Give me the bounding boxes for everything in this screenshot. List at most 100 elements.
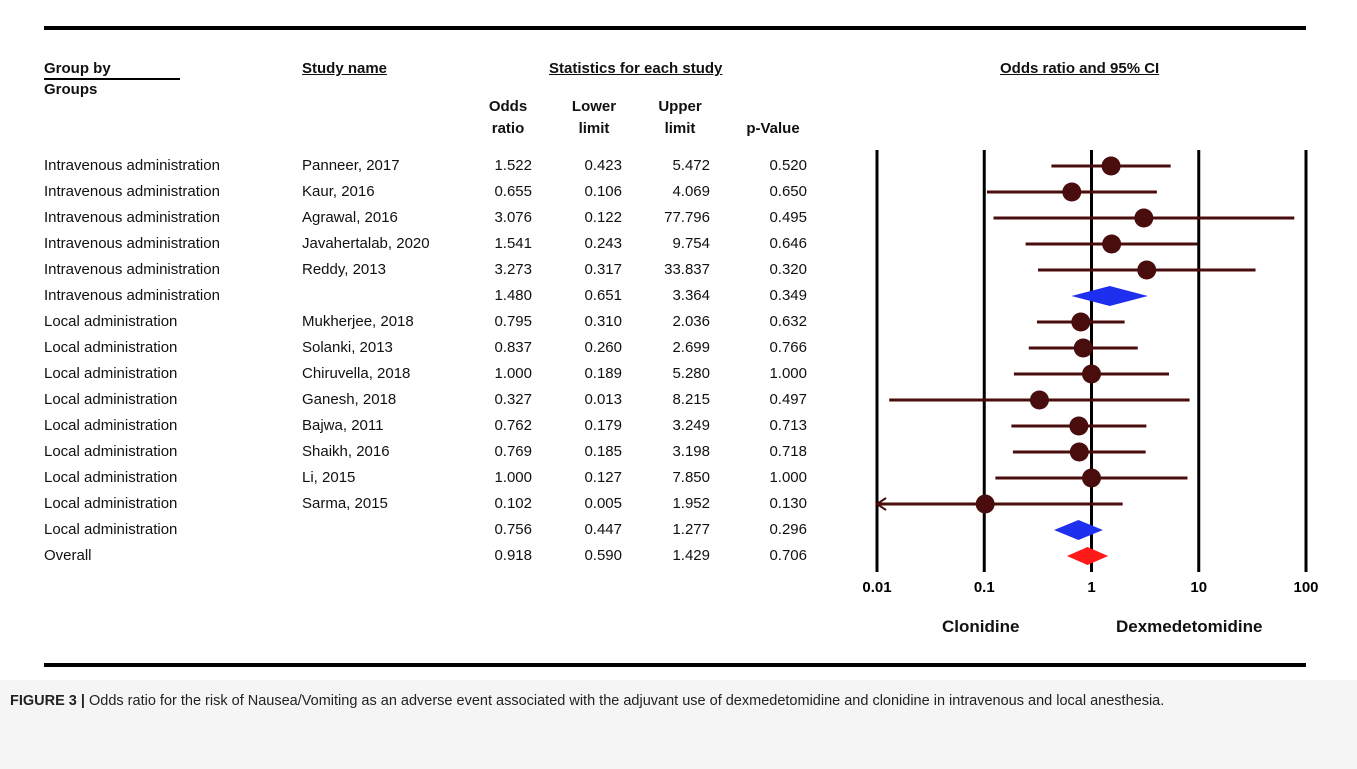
upper-limit-cell: 2.699 (672, 339, 710, 356)
group-cell: Local administration (44, 365, 178, 382)
lower-limit-cell: 0.185 (584, 443, 622, 460)
ci-arrow (875, 497, 887, 511)
table-row: Local administration Chiruvella, 2018 1.00… (0, 361, 840, 387)
p-value-cell: 1.000 (769, 365, 807, 382)
study-point (1134, 208, 1154, 228)
table-row: Intravenous administration Reddy, 2013 3.2… (0, 257, 840, 283)
odds-ratio-cell: 1.000 (494, 469, 532, 486)
table-row: Local administration Sarma, 2015 0.102 0.00… (0, 491, 840, 517)
p-value-cell: 0.713 (769, 417, 807, 434)
group-cell: Local administration (44, 391, 178, 408)
odds-ratio-cell: 0.756 (494, 521, 532, 538)
table-row: Local administration Ganesh, 2018 0.327 0.0… (0, 387, 840, 413)
study-point (1082, 364, 1101, 384)
groups-header: Groups (44, 81, 98, 98)
group-cell: Intravenous administration (44, 235, 220, 252)
table-row: Intravenous administration Javahertalab, … (0, 231, 840, 257)
study-cell: Li, 2015 (302, 469, 356, 486)
upper-limit-cell: 9.754 (672, 235, 710, 252)
study-cell: Reddy, 2013 (302, 261, 386, 278)
table-row: Intravenous administration Panneer, 2017 1… (0, 153, 840, 179)
study-cell: Chiruvella, 2018 (302, 365, 411, 382)
upper-limit-cell: 1.952 (672, 495, 710, 512)
lower-limit-cell: 0.013 (584, 391, 622, 408)
lower-limit-cell: 0.317 (584, 261, 622, 278)
group-cell: Intravenous administration (44, 209, 220, 226)
study-point (1069, 442, 1089, 462)
study-cell: Shaikh, 2016 (302, 443, 390, 460)
lower-limit-cell: 0.179 (584, 417, 622, 434)
x-tick-label: 10 (1190, 579, 1207, 596)
lower-limit-cell: 0.310 (584, 313, 622, 330)
study-cell: Sarma, 2015 (302, 495, 388, 512)
upper-limit-cell: 7.850 (672, 469, 710, 486)
odds-ratio-cell: 3.273 (494, 261, 532, 278)
col-header-upper-limit: Upper limit (658, 98, 702, 137)
p-value-cell: 0.296 (769, 521, 807, 538)
p-value-cell: 0.320 (769, 261, 807, 278)
col-header-lower-limit: Lower limit (571, 98, 617, 137)
odds-ratio-cell: 0.795 (494, 313, 532, 330)
table-row: Local administration Shaikh, 2016 0.769 0.1… (0, 439, 840, 465)
col-header-p-value: p-Value (746, 120, 800, 137)
odds-ratio-cell: 0.762 (494, 417, 532, 434)
lower-limit-cell: 0.260 (584, 339, 622, 356)
plot-header: Odds ratio and 95% CI (1000, 60, 1160, 77)
study-cell: Kaur, 2016 (302, 183, 375, 200)
col-header-odds-ratio: Odds ratio (488, 98, 528, 137)
overall-diamond (1066, 547, 1109, 565)
upper-limit-cell: 3.249 (672, 417, 710, 434)
caption-label: FIGURE 3 | (10, 693, 85, 709)
group-cell: Intravenous administration (44, 183, 220, 200)
group-cell: Local administration (44, 417, 178, 434)
upper-limit-cell: 3.364 (672, 287, 710, 304)
caption-text: FIGURE 3 | Odds ratio for the risk of Na… (10, 690, 1310, 712)
p-value-cell: 0.497 (769, 391, 807, 408)
lower-limit-cell: 0.189 (584, 365, 622, 382)
odds-ratio-cell: 3.076 (494, 209, 532, 226)
lower-limit-cell: 0.127 (584, 469, 622, 486)
upper-limit-cell: 5.472 (672, 157, 710, 174)
study-cell: Mukherjee, 2018 (302, 313, 414, 330)
bottom-rule (44, 663, 1306, 667)
upper-limit-cell: 1.429 (672, 547, 710, 564)
study-name-header: Study name (302, 60, 388, 77)
study-cell: Bajwa, 2011 (302, 417, 384, 434)
lower-limit-cell: 0.651 (584, 287, 622, 304)
favor-right-label: Dexmedetomidine (1116, 617, 1263, 636)
study-cell: Panneer, 2017 (302, 157, 400, 174)
p-value-cell: 0.650 (769, 183, 807, 200)
lower-limit-cell: 0.243 (584, 235, 622, 252)
study-cell: Solanki, 2013 (302, 339, 393, 356)
study-point (1069, 416, 1089, 436)
lower-limit-cell: 0.590 (584, 547, 622, 564)
x-tick-label: 100 (1293, 579, 1318, 596)
upper-limit-cell: 2.036 (672, 313, 710, 330)
table-row: Overall 0.918 0.590 1.429 0.706 (0, 543, 840, 569)
upper-limit-cell: 8.215 (672, 391, 710, 408)
subtotal-diamond (1053, 520, 1103, 540)
lower-limit-cell: 0.106 (584, 183, 622, 200)
group-cell: Overall (44, 547, 92, 564)
table-row: Intravenous administration Agrawal, 2016 3… (0, 205, 840, 231)
p-value-cell: 0.646 (769, 235, 807, 252)
odds-ratio-cell: 0.327 (494, 391, 532, 408)
lower-limit-cell: 0.122 (584, 209, 622, 226)
table-row: Intravenous administration 1.480 0.651 3.36… (0, 283, 840, 309)
lower-limit-cell: 0.005 (584, 495, 622, 512)
upper-limit-cell: 4.069 (672, 183, 710, 200)
favor-left-label: Clonidine (942, 617, 1020, 636)
lower-limit-cell: 0.447 (584, 521, 622, 538)
p-value-cell: 0.718 (769, 443, 807, 460)
group-cell: Local administration (44, 495, 178, 512)
group-by-label: Group by (44, 60, 111, 77)
study-cell: Ganesh, 2018 (302, 391, 397, 408)
p-value-cell: 0.706 (769, 547, 807, 564)
table-row: Local administration 0.756 0.447 1.277 0.296 (0, 517, 840, 543)
group-cell: Local administration (44, 443, 178, 460)
p-value-cell: 0.632 (769, 313, 807, 330)
group-cell: Local administration (44, 313, 178, 330)
study-point (1137, 260, 1157, 280)
study-point (1082, 468, 1101, 488)
group-cell: Intravenous administration (44, 157, 220, 174)
